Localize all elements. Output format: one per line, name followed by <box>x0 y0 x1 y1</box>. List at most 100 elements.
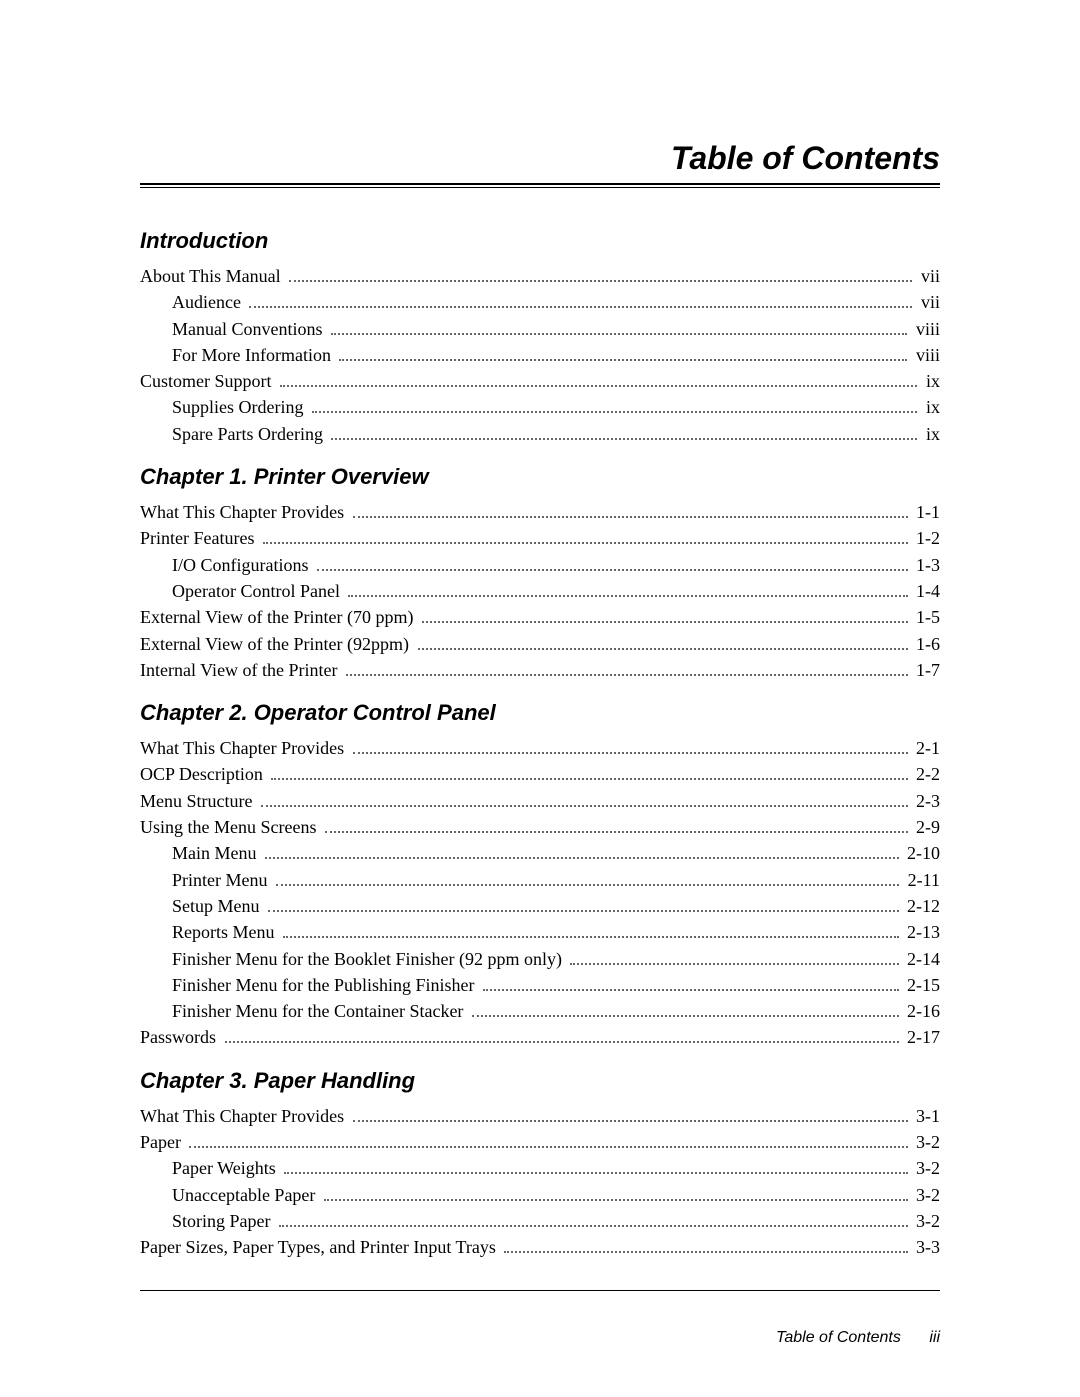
toc-leader-dots <box>189 1146 907 1148</box>
toc-entry-title: Using the Menu Screens <box>140 815 321 839</box>
toc-entry: I/O Configurations 1-3 <box>172 553 940 577</box>
toc-entry: Supplies Ordering ix <box>172 395 940 419</box>
toc-leader-dots <box>271 778 907 780</box>
toc-entry: What This Chapter Provides 2-1 <box>140 736 940 760</box>
section-heading: Introduction <box>140 228 940 254</box>
toc-entry-title: Paper Sizes, Paper Types, and Printer In… <box>140 1235 500 1259</box>
page-title: Table of Contents <box>140 140 940 177</box>
toc-leader-dots <box>353 752 908 754</box>
toc-entry: Unacceptable Paper 3-2 <box>172 1183 940 1207</box>
toc-entry-title: Manual Conventions <box>172 317 327 341</box>
toc-entry-page: 1-6 <box>912 632 941 656</box>
toc-entry-page: ix <box>921 369 940 393</box>
toc-entry: Spare Parts Ordering ix <box>172 422 940 446</box>
toc-entry: Passwords 2-17 <box>140 1025 940 1049</box>
toc-entry-page: 3-1 <box>912 1104 941 1128</box>
toc-entry: Setup Menu 2-12 <box>172 894 940 918</box>
toc-entry-page: 3-2 <box>912 1156 941 1180</box>
toc-entry-page: vii <box>916 290 940 314</box>
toc-entry: Audience vii <box>172 290 940 314</box>
toc-leader-dots <box>418 648 908 650</box>
toc-entry-page: 2-2 <box>912 762 941 786</box>
toc-leader-dots <box>276 884 899 886</box>
toc-entry: What This Chapter Provides 1-1 <box>140 500 940 524</box>
toc-entry-page: 2-3 <box>912 789 941 813</box>
toc-entry-page: ix <box>921 422 940 446</box>
toc-leader-dots <box>346 674 907 676</box>
toc-entry-page: 2-12 <box>903 894 941 918</box>
toc-entry-page: ix <box>921 395 940 419</box>
toc-leader-dots <box>331 438 917 440</box>
toc-leader-dots <box>280 385 917 387</box>
toc-leader-dots <box>279 1225 908 1227</box>
toc-leader-dots <box>225 1041 899 1043</box>
toc-entry-title: Finisher Menu for the Container Stacker <box>172 999 468 1023</box>
toc-container: Introduction About This Manual viiAudienc… <box>140 228 940 1260</box>
toc-leader-dots <box>331 333 907 335</box>
toc-entry-page: 1-5 <box>912 605 941 629</box>
toc-entry-page: 1-3 <box>912 553 941 577</box>
toc-leader-dots <box>483 989 899 991</box>
toc-leader-dots <box>312 411 918 413</box>
toc-entry-title: Setup Menu <box>172 894 264 918</box>
toc-entry-page: 1-2 <box>912 526 941 550</box>
toc-entry-title: What This Chapter Provides <box>140 736 349 760</box>
toc-entry: Paper 3-2 <box>140 1130 940 1154</box>
toc-entry-title: Storing Paper <box>172 1209 275 1233</box>
toc-entry-page: 1-1 <box>912 500 941 524</box>
toc-entry: Menu Structure 2-3 <box>140 789 940 813</box>
toc-leader-dots <box>249 306 912 308</box>
toc-entry: Reports Menu 2-13 <box>172 920 940 944</box>
toc-leader-dots <box>353 516 908 518</box>
toc-entry-page: 2-13 <box>903 920 941 944</box>
toc-entry-page: 2-11 <box>903 868 940 892</box>
toc-entry: What This Chapter Provides 3-1 <box>140 1104 940 1128</box>
toc-entry-title: Menu Structure <box>140 789 257 813</box>
toc-entry: For More Information viii <box>172 343 940 367</box>
toc-leader-dots <box>289 280 912 282</box>
toc-entry-page: 1-4 <box>912 579 941 603</box>
toc-entry-page: 2-15 <box>903 973 941 997</box>
toc-leader-dots <box>348 595 907 597</box>
footer-page-number: iii <box>929 1329 940 1346</box>
toc-entry-page: 2-10 <box>903 841 941 865</box>
toc-leader-dots <box>283 936 899 938</box>
toc-entry-title: Finisher Menu for the Booklet Finisher (… <box>172 947 566 971</box>
toc-entry-page: viii <box>911 317 940 341</box>
toc-leader-dots <box>268 910 899 912</box>
toc-leader-dots <box>504 1251 907 1253</box>
toc-entry: Using the Menu Screens 2-9 <box>140 815 940 839</box>
toc-entry-page: viii <box>911 343 940 367</box>
toc-entry-page: 3-2 <box>912 1209 941 1233</box>
toc-entry-page: vii <box>916 264 940 288</box>
toc-entry: About This Manual vii <box>140 264 940 288</box>
toc-leader-dots <box>353 1120 908 1122</box>
toc-entry-page: 2-17 <box>903 1025 941 1049</box>
toc-entry: Storing Paper 3-2 <box>172 1209 940 1233</box>
toc-leader-dots <box>261 805 908 807</box>
toc-entry: Finisher Menu for the Booklet Finisher (… <box>172 947 940 971</box>
footer-label: Table of Contents <box>776 1329 901 1346</box>
toc-entry-title: Paper Weights <box>172 1156 280 1180</box>
title-rule <box>140 183 940 188</box>
toc-entry-page: 2-16 <box>903 999 941 1023</box>
toc-entry-title: Printer Menu <box>172 868 272 892</box>
toc-entry-title: I/O Configurations <box>172 553 313 577</box>
toc-entry-title: Spare Parts Ordering <box>172 422 327 446</box>
toc-entry-title: Printer Features <box>140 526 259 550</box>
toc-entry-title: External View of the Printer (70 ppm) <box>140 605 418 629</box>
toc-entry-title: Reports Menu <box>172 920 279 944</box>
toc-entry-title: Main Menu <box>172 841 261 865</box>
toc-entry-title: OCP Description <box>140 762 267 786</box>
toc-entry: Printer Menu 2-11 <box>172 868 940 892</box>
toc-entry-page: 3-2 <box>912 1130 941 1154</box>
toc-entry: Manual Conventions viii <box>172 317 940 341</box>
toc-entry-title: What This Chapter Provides <box>140 1104 349 1128</box>
toc-entry-title: Supplies Ordering <box>172 395 308 419</box>
toc-entry-title: Audience <box>172 290 245 314</box>
page-footer: Table of Contents iii <box>776 1329 940 1347</box>
section-heading: Chapter 3. Paper Handling <box>140 1068 940 1094</box>
toc-entry-page: 3-2 <box>912 1183 941 1207</box>
toc-entry: Customer Support ix <box>140 369 940 393</box>
toc-entry: External View of the Printer (92ppm) 1-6 <box>140 632 940 656</box>
